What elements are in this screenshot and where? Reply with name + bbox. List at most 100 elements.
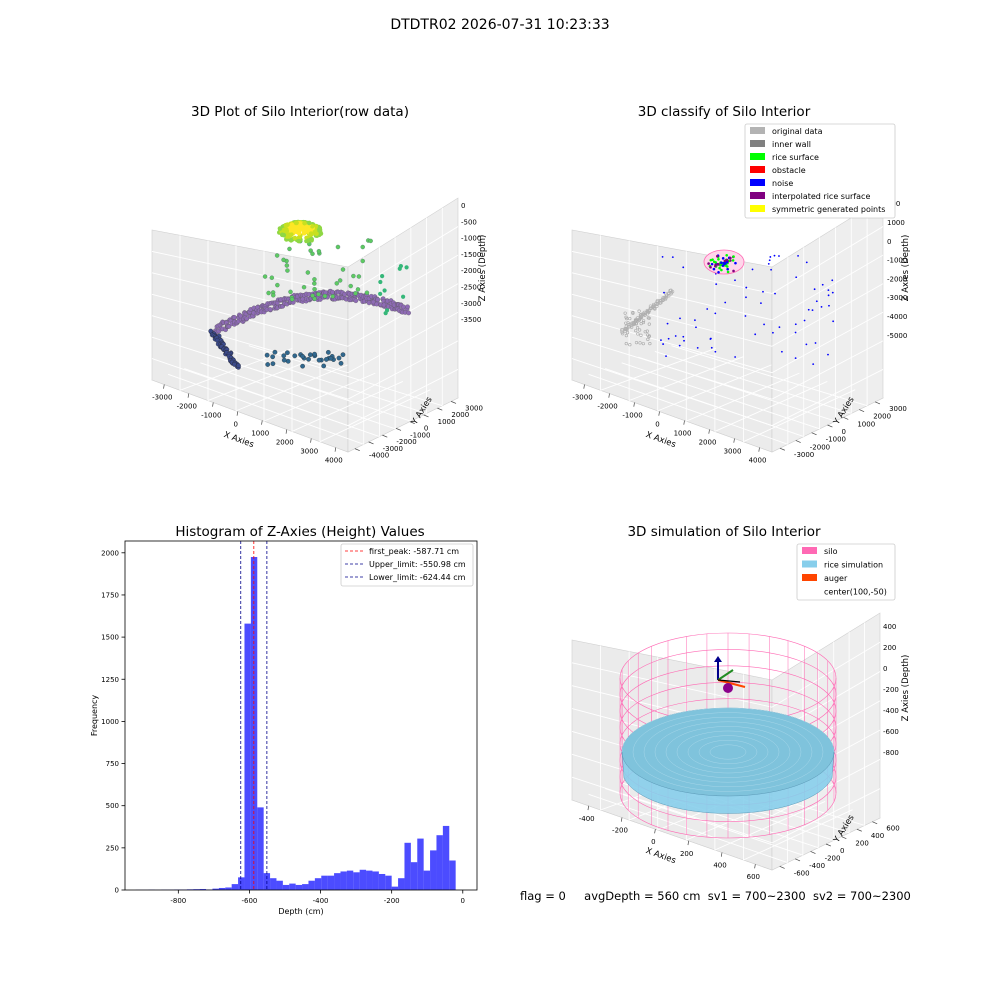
x-axis-tick-label: 4000 bbox=[749, 457, 767, 465]
scatter-point bbox=[660, 339, 662, 342]
x-axis-tick-label: 0 bbox=[655, 421, 659, 429]
grid-line bbox=[248, 345, 443, 407]
scatter-point bbox=[292, 353, 298, 359]
scatter-point bbox=[310, 223, 315, 229]
histogram-bar bbox=[327, 875, 335, 890]
scatter-point bbox=[267, 307, 273, 312]
y-axis-tick-label: 0 bbox=[115, 887, 119, 895]
z-axis-tick-label: 200 bbox=[883, 644, 896, 652]
grid-line bbox=[347, 311, 459, 374]
scatter-point bbox=[406, 310, 411, 316]
scatter-point bbox=[642, 312, 646, 316]
scatter-point bbox=[695, 326, 697, 329]
scatter-point bbox=[378, 291, 383, 296]
z-axis-tick-label: -200 bbox=[883, 686, 899, 694]
scatter-point bbox=[262, 274, 268, 279]
scatter-point bbox=[725, 260, 729, 264]
scatter-point bbox=[309, 238, 314, 243]
scatter-point bbox=[637, 309, 641, 313]
scatter-point bbox=[323, 357, 329, 362]
chart-title: Histogram of Z-Axies (Height) Values bbox=[175, 524, 424, 540]
legend-swatch bbox=[802, 547, 817, 554]
z-axis-tick-label: 400 bbox=[883, 623, 896, 631]
scatter-point bbox=[827, 289, 830, 292]
scatter-point bbox=[719, 263, 722, 267]
scatter-point bbox=[306, 356, 311, 362]
scatter-point bbox=[330, 294, 335, 299]
x-axis-tick-label: 3000 bbox=[300, 448, 318, 456]
z-axis-tick-label: -2000 bbox=[887, 275, 907, 283]
y-axis-tick bbox=[779, 865, 785, 869]
scatter-point bbox=[717, 270, 720, 274]
scatter-point bbox=[745, 286, 748, 289]
x-axis-tick-label: -600 bbox=[241, 897, 257, 905]
scatter-point bbox=[277, 226, 283, 231]
x-axis-tick bbox=[212, 402, 214, 407]
scatter-point bbox=[374, 301, 380, 307]
x-axis-tick-label: 0 bbox=[461, 897, 465, 905]
z-axis-tick-label: -1500 bbox=[461, 251, 481, 259]
histogram-bar bbox=[417, 838, 424, 890]
y-axis-label: Frequency bbox=[90, 695, 99, 737]
scatter-point bbox=[368, 238, 373, 244]
scatter-point bbox=[360, 244, 365, 250]
scatter-point bbox=[663, 295, 667, 300]
histogram-bar bbox=[340, 871, 347, 890]
y-axis-tick-label: 3000 bbox=[465, 404, 483, 412]
grid-line bbox=[347, 254, 459, 321]
y-axis-tick-label: 250 bbox=[106, 844, 119, 852]
scatter-point bbox=[322, 293, 328, 299]
scatter-point bbox=[641, 320, 645, 325]
y-axis-tick-label: 0 bbox=[842, 428, 846, 436]
scatter-point bbox=[269, 275, 275, 280]
scatter-point bbox=[805, 343, 808, 346]
center-marker bbox=[723, 683, 733, 693]
scatter-point bbox=[338, 360, 344, 366]
flag-value: flag = 0 bbox=[520, 889, 566, 903]
x-axis-tick-label: -3000 bbox=[572, 394, 592, 402]
legend-swatch bbox=[750, 127, 765, 134]
scatter-point bbox=[296, 231, 302, 236]
x-axis-tick bbox=[720, 852, 723, 857]
scatter-point bbox=[639, 333, 643, 337]
scatter-point bbox=[821, 283, 824, 286]
x-axis-tick-label: 2000 bbox=[276, 439, 294, 447]
scatter-point bbox=[682, 266, 685, 269]
scatter-point bbox=[305, 238, 311, 243]
scatter-point bbox=[300, 363, 305, 369]
scatter-point bbox=[634, 329, 638, 333]
histogram-bar bbox=[244, 623, 251, 890]
scatter-point bbox=[335, 244, 341, 250]
histogram-bar bbox=[225, 887, 232, 890]
scatter-point bbox=[309, 231, 314, 237]
x-axis-tick bbox=[758, 447, 760, 452]
x-axis-tick bbox=[708, 429, 710, 434]
legend-swatch bbox=[802, 560, 817, 568]
x-axis-tick-label: -200 bbox=[612, 827, 628, 835]
scatter-point bbox=[655, 302, 659, 307]
scatter-point bbox=[285, 222, 290, 227]
x-axis-tick-label: 1000 bbox=[674, 430, 692, 438]
scatter-point bbox=[334, 281, 339, 286]
scatter-point bbox=[807, 308, 810, 311]
y-axis-tick-label: -1000 bbox=[410, 431, 430, 439]
grid-line bbox=[743, 809, 853, 861]
grid-line bbox=[771, 340, 884, 400]
histogram-bar bbox=[372, 871, 379, 890]
plot-frame bbox=[124, 540, 478, 891]
scatter-point bbox=[665, 355, 667, 358]
scatter-point bbox=[682, 335, 685, 338]
scatter-point bbox=[832, 320, 835, 323]
scatter-point bbox=[348, 283, 353, 289]
scatter-point bbox=[271, 293, 276, 298]
y-axis-tick-label: 200 bbox=[855, 840, 868, 848]
x-axis-tick-label: -1000 bbox=[201, 412, 221, 420]
y-axis-tick bbox=[382, 434, 388, 438]
y-axis-tick-label: -2000 bbox=[810, 443, 830, 451]
y-axis-tick-label: -400 bbox=[809, 862, 825, 870]
scatter-point bbox=[778, 255, 780, 257]
scatter-point bbox=[714, 261, 717, 264]
histogram-bar bbox=[442, 825, 450, 890]
y-axis-tick bbox=[859, 409, 865, 412]
histogram-bar bbox=[308, 880, 315, 890]
